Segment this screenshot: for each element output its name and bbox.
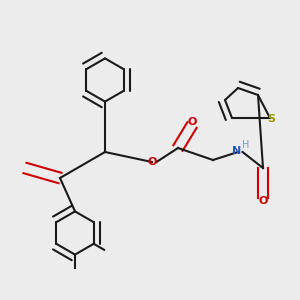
Text: O: O	[147, 157, 157, 167]
Text: S: S	[268, 115, 275, 124]
Text: H: H	[242, 140, 249, 149]
Text: N: N	[232, 146, 241, 155]
Text: O: O	[187, 117, 197, 127]
Text: O: O	[258, 196, 268, 206]
